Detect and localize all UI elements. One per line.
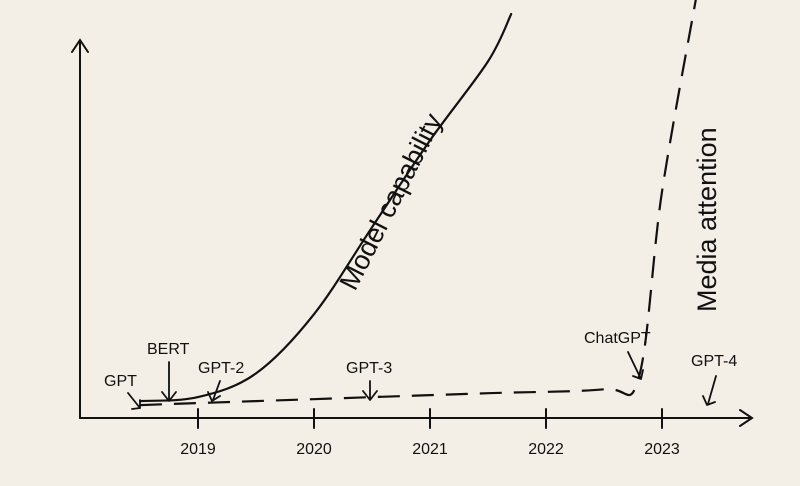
x-tick-label: 2019: [180, 441, 216, 458]
annotation-chatgpt: ChatGPT: [584, 330, 651, 380]
annotation-bert: BERT: [147, 341, 190, 402]
media-attention-label: Media attention: [692, 127, 722, 312]
annotation-label: GPT: [104, 373, 137, 390]
model-capability-label: Model capability: [334, 108, 449, 295]
annotation-gpt: GPT: [104, 373, 141, 410]
x-ticks: 2019 2020 2021 2022 2023: [180, 408, 680, 458]
down-arrow-icon: [161, 361, 177, 402]
media-attention-line: [139, 0, 697, 407]
down-arrow-icon: [207, 380, 221, 402]
annotation-label: ChatGPT: [584, 330, 651, 347]
down-arrow-icon: [702, 375, 717, 406]
annotation-gpt-3: GPT-3: [346, 360, 392, 401]
x-tick-label: 2020: [296, 441, 332, 458]
annotation-label: GPT-3: [346, 360, 392, 377]
annotation-gpt-2: GPT-2: [198, 360, 244, 402]
down-arrow-icon: [362, 380, 378, 401]
annotation-label: BERT: [147, 341, 190, 358]
x-axis: [79, 409, 754, 427]
annotation-label: GPT-2: [198, 360, 244, 377]
x-tick-label: 2021: [412, 441, 448, 458]
down-arrow-icon: [127, 392, 141, 410]
x-tick-label: 2022: [528, 441, 564, 458]
model-capability-line: [138, 12, 513, 403]
annotation-label: GPT-4: [691, 353, 737, 370]
y-axis: [71, 38, 89, 419]
annotation-gpt-4: GPT-4: [691, 353, 737, 406]
down-arrow-icon: [627, 351, 644, 380]
x-tick-label: 2023: [644, 441, 680, 458]
model-release-annotations: GPT BERT GPT-2 GPT-3 ChatGPT GPT-4: [104, 330, 737, 410]
